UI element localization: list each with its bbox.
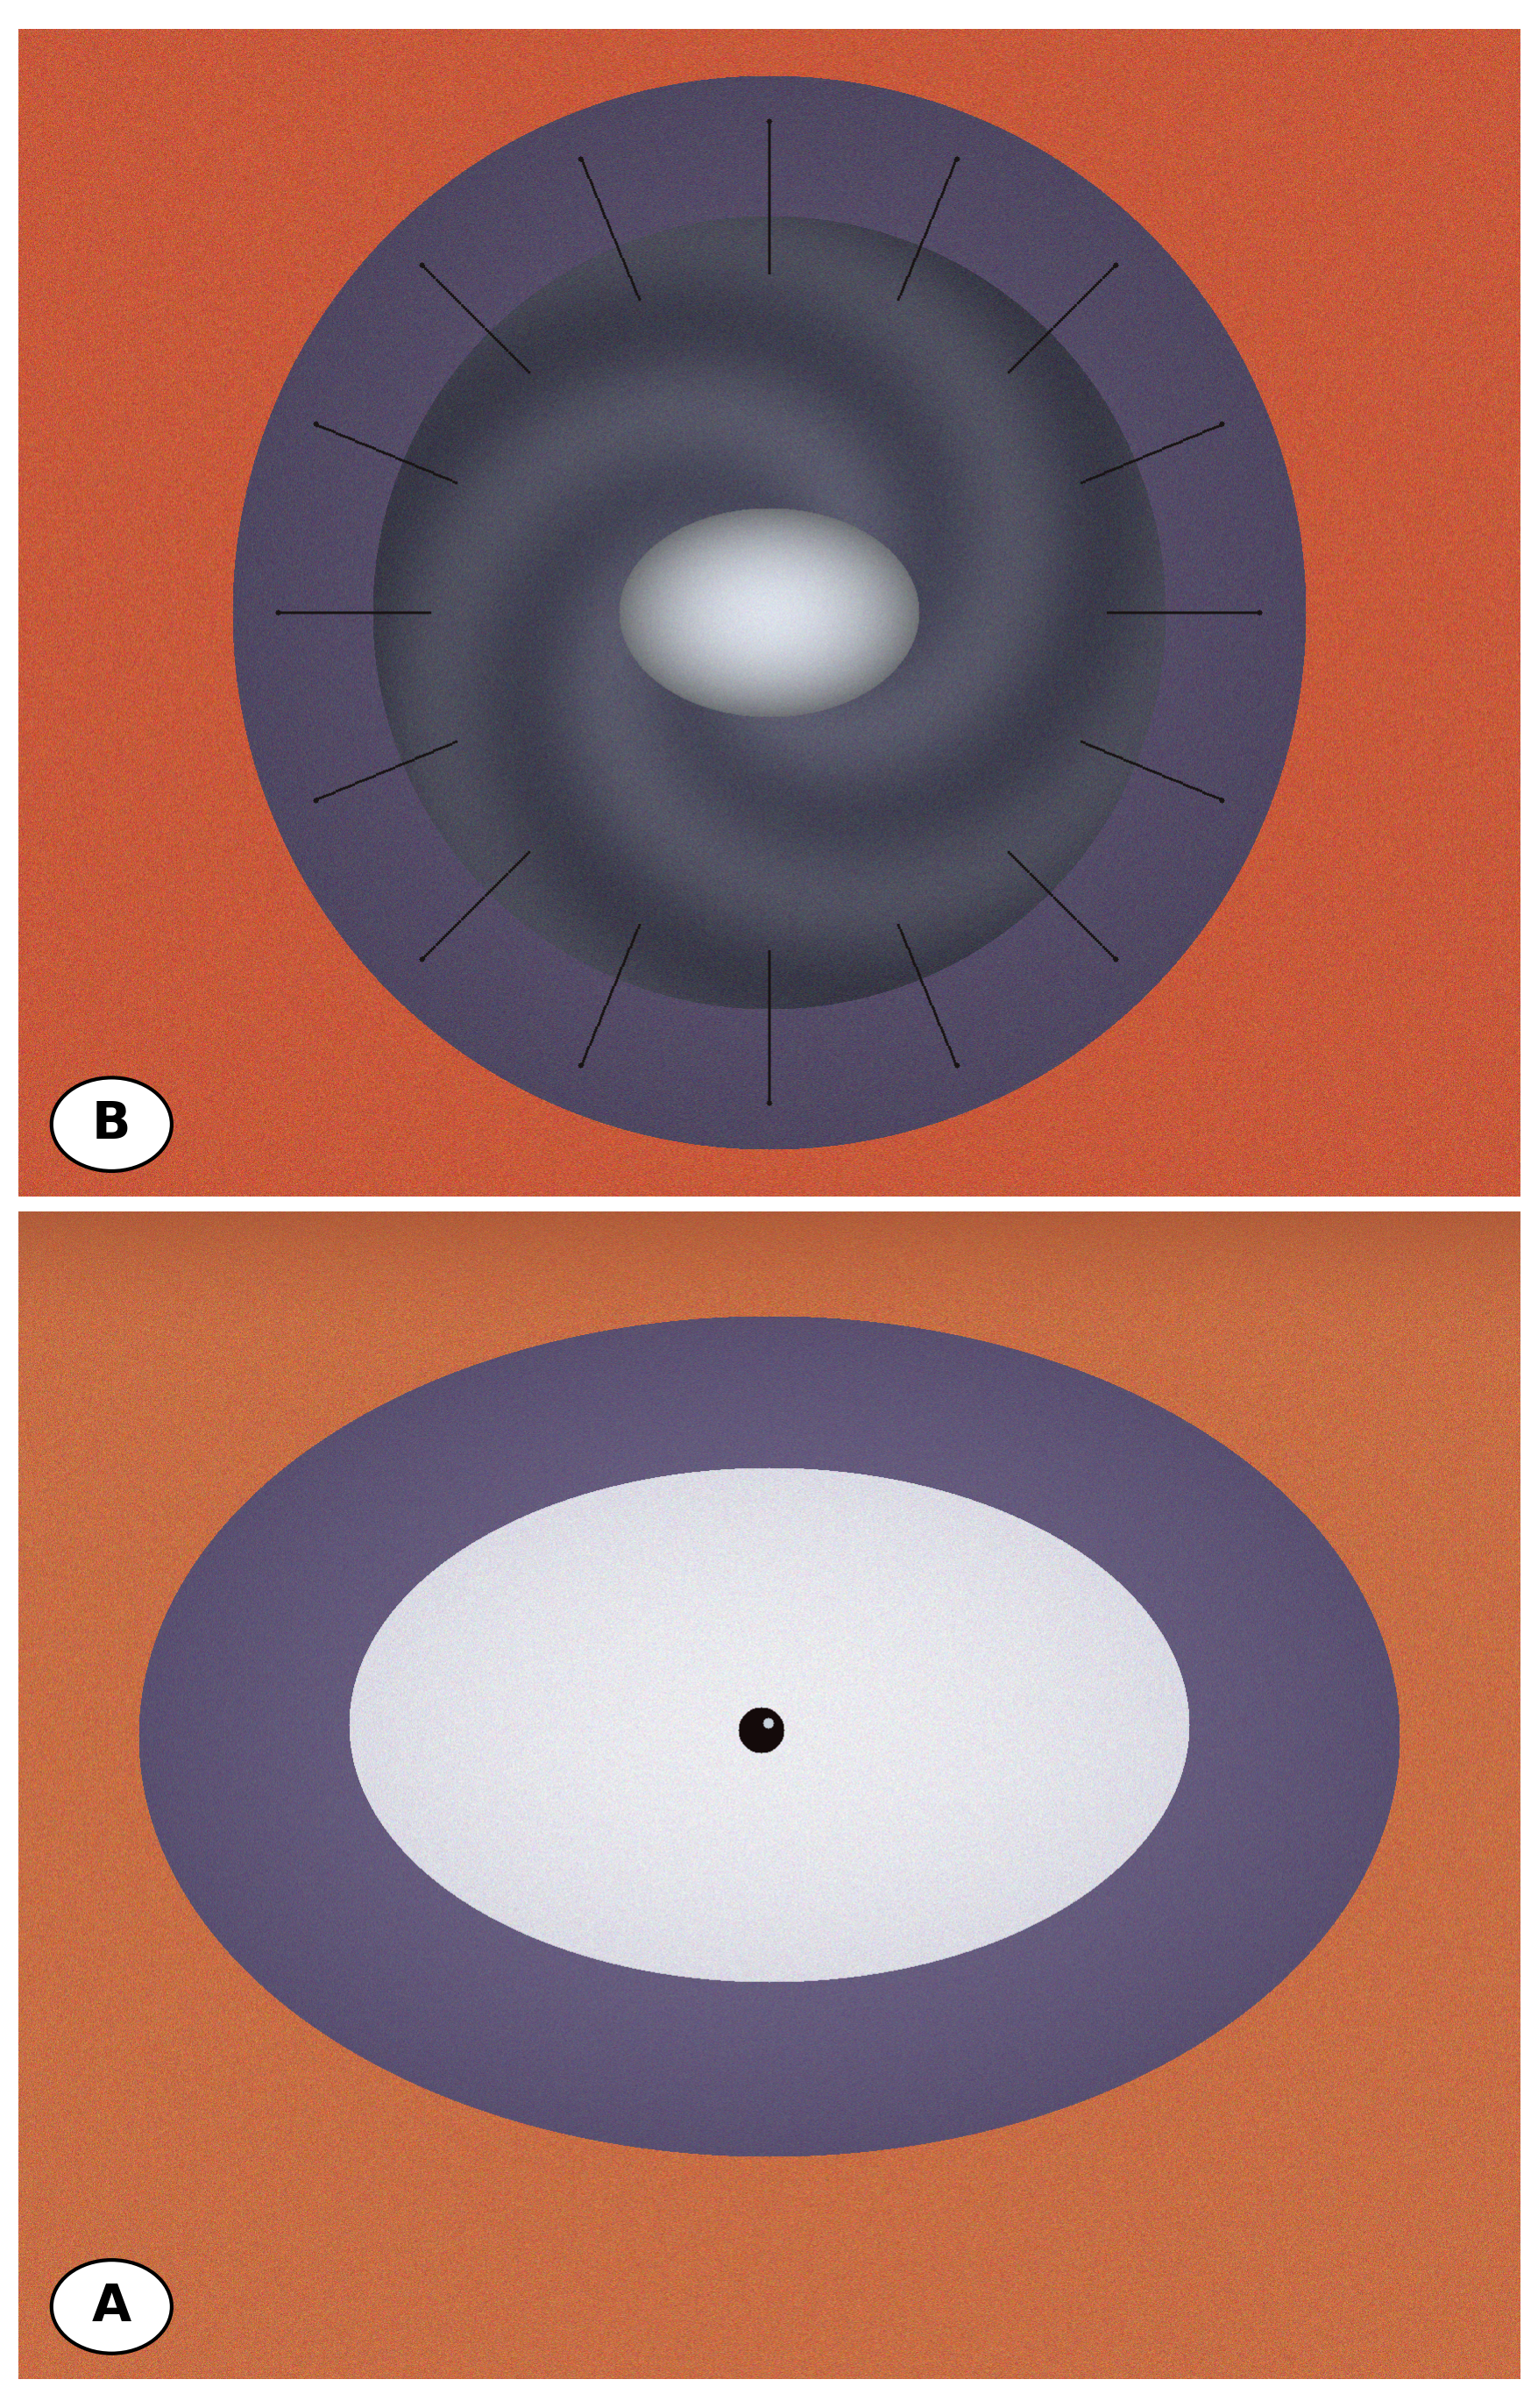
Circle shape: [51, 2261, 172, 2353]
Text: A: A: [92, 2283, 131, 2331]
Text: B: B: [92, 1100, 131, 1149]
Circle shape: [51, 1079, 172, 1170]
